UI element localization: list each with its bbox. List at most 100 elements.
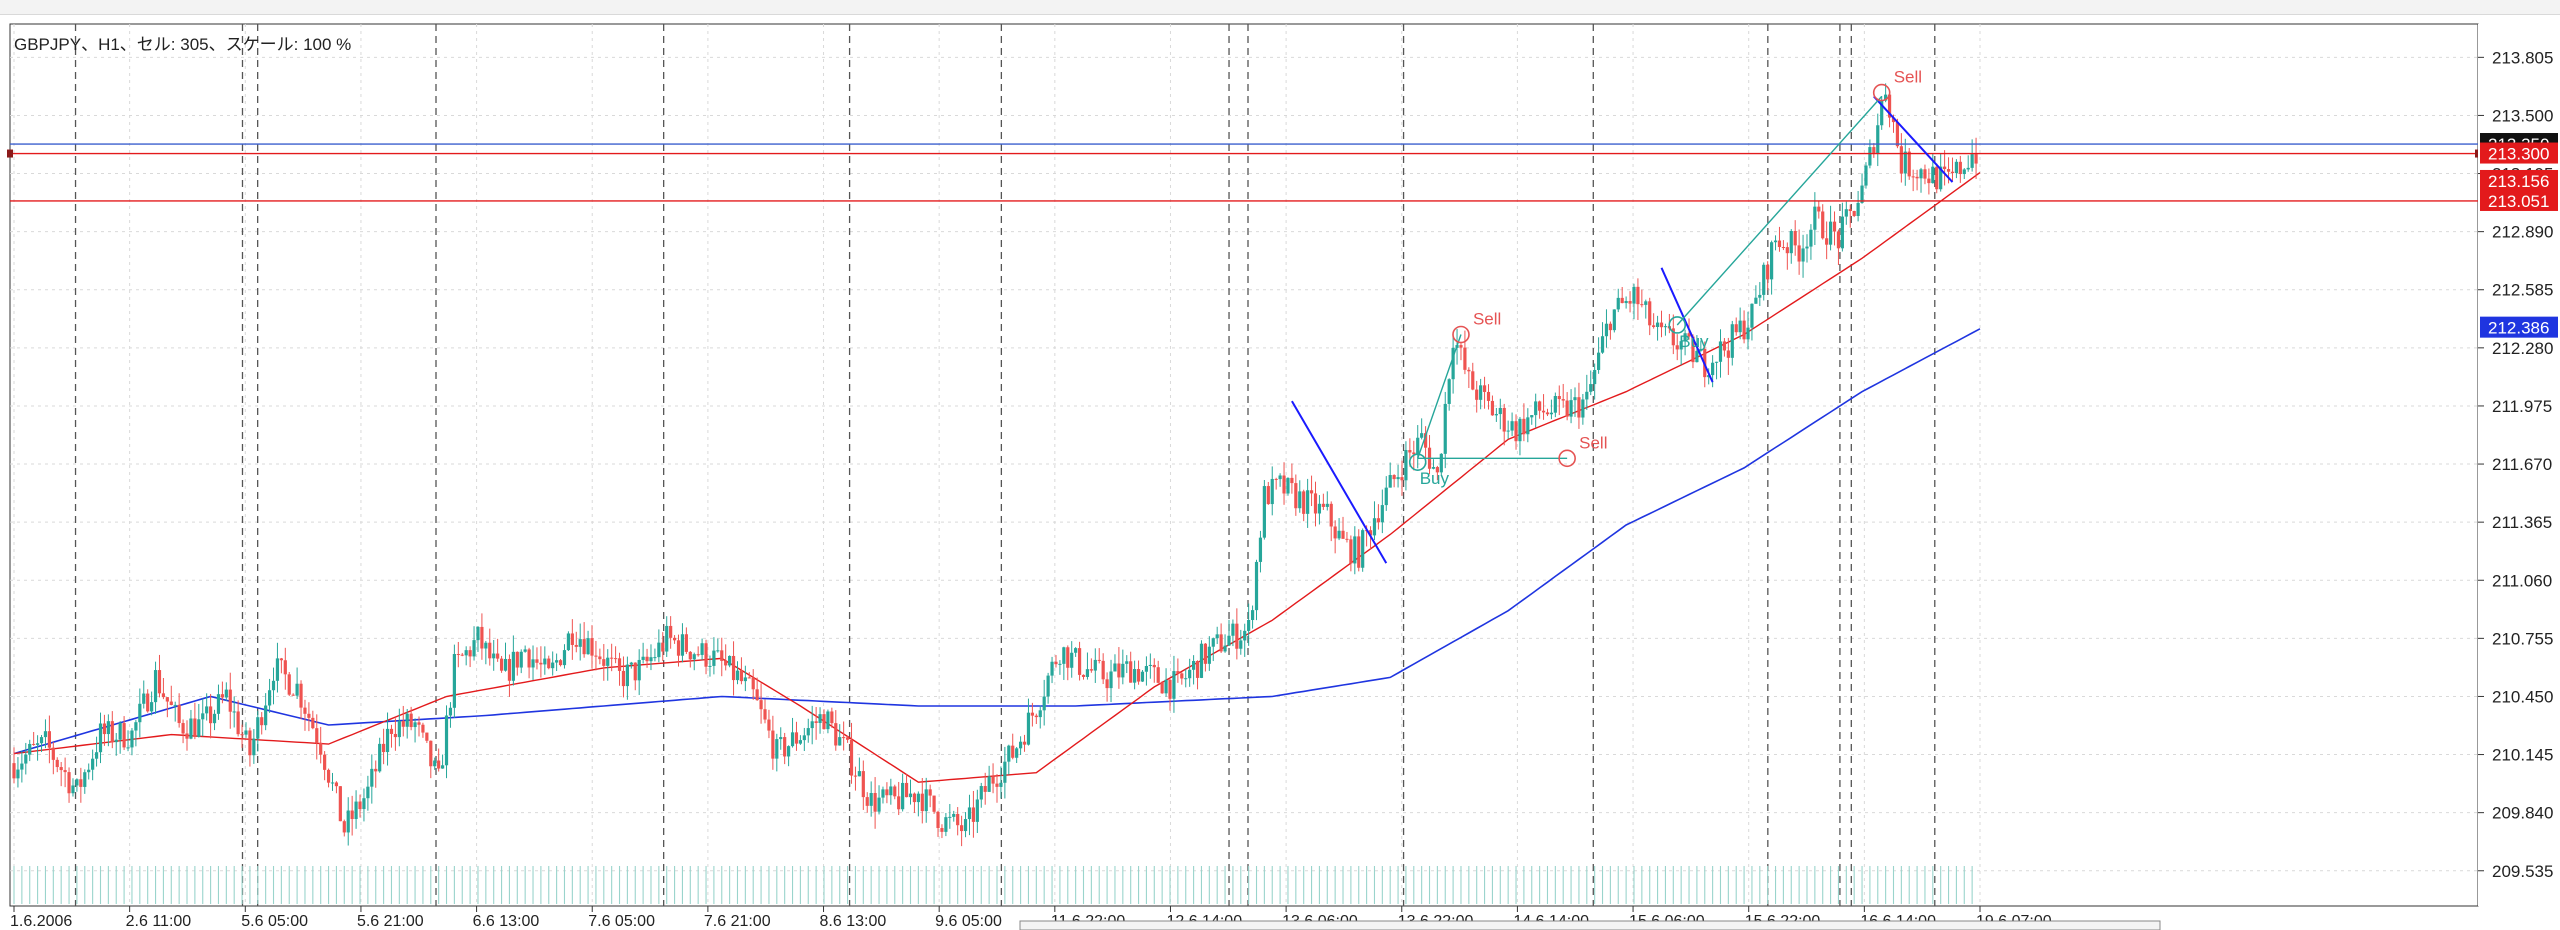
candle-body xyxy=(385,728,390,753)
candle-body xyxy=(1832,221,1837,232)
candle-body xyxy=(787,746,791,757)
candle-body xyxy=(794,732,799,744)
candle xyxy=(1066,645,1070,681)
candle xyxy=(1730,320,1734,366)
candle-body xyxy=(798,740,802,744)
candle xyxy=(240,724,244,748)
candle xyxy=(1864,162,1868,189)
candle xyxy=(209,693,213,739)
candle xyxy=(244,722,248,738)
candle xyxy=(853,766,858,791)
horizontal-lines xyxy=(7,143,2481,202)
candle xyxy=(1463,330,1467,375)
candle xyxy=(1089,658,1093,673)
candle xyxy=(1770,240,1774,295)
time-tick-label: 7.6 05:00 xyxy=(588,913,655,930)
candle-body xyxy=(1396,477,1400,480)
candle xyxy=(641,642,645,664)
candle xyxy=(295,667,299,699)
time-axis: 1.6.2006 2.6 11:00 5.6 05:00 5.6 21:00 6.6 1… xyxy=(10,906,2161,930)
candle xyxy=(590,625,594,669)
candle xyxy=(12,747,16,784)
candle-body xyxy=(1640,304,1644,306)
candle-body xyxy=(1042,696,1046,711)
candle xyxy=(291,693,295,696)
candle-body xyxy=(1129,661,1133,683)
candle xyxy=(665,616,669,657)
candle-body xyxy=(771,730,775,759)
candle-body xyxy=(1317,503,1322,514)
candle xyxy=(153,661,158,714)
candle-body xyxy=(515,651,519,668)
candle xyxy=(1046,672,1050,704)
candle xyxy=(1156,660,1160,684)
candle-body xyxy=(1828,221,1833,245)
candle xyxy=(437,748,441,772)
price-tick-label: 213.805 xyxy=(2492,48,2553,67)
candle-body xyxy=(71,785,75,794)
candle xyxy=(606,649,610,681)
candle-body xyxy=(1298,491,1302,509)
candle-body xyxy=(1612,309,1616,331)
candle xyxy=(810,705,814,745)
candle-body xyxy=(468,650,472,657)
candle-body xyxy=(936,811,940,829)
candle xyxy=(1168,679,1172,711)
candle xyxy=(20,750,24,783)
candle xyxy=(724,644,728,671)
candle xyxy=(924,777,928,823)
candle xyxy=(570,619,574,660)
candle xyxy=(1093,648,1097,683)
candle xyxy=(582,622,586,658)
candle xyxy=(1262,479,1266,540)
candle xyxy=(1081,674,1086,680)
candle-body xyxy=(315,728,319,743)
candle xyxy=(1636,278,1640,320)
candle xyxy=(63,757,67,788)
candle xyxy=(873,777,877,829)
candle xyxy=(1152,658,1156,683)
candle-body xyxy=(1738,320,1742,333)
candle xyxy=(1840,202,1844,252)
candle-body xyxy=(956,813,960,826)
candle xyxy=(205,693,209,721)
signal-label: Buy xyxy=(1420,469,1450,488)
candle-body xyxy=(460,654,464,656)
candle-body xyxy=(350,810,354,820)
candle-body xyxy=(1608,323,1612,331)
candle xyxy=(625,656,629,700)
candle xyxy=(1490,395,1495,416)
candle-body xyxy=(1148,664,1152,666)
candle xyxy=(1357,529,1361,572)
candle-body xyxy=(303,707,307,714)
candle-body xyxy=(126,747,130,749)
candle-body xyxy=(637,659,641,681)
candle xyxy=(1467,367,1471,389)
candle xyxy=(1388,462,1392,488)
candle-body xyxy=(806,728,810,736)
chart-scrollbar xyxy=(1019,920,2161,930)
candle xyxy=(728,655,732,668)
candle xyxy=(676,634,681,667)
candle-body xyxy=(1341,530,1345,539)
candle xyxy=(1663,323,1668,336)
line-anchor-left xyxy=(7,149,13,158)
candle xyxy=(1828,205,1833,251)
candle xyxy=(1140,670,1145,682)
candle xyxy=(901,773,905,812)
signal-label: Sell xyxy=(1473,310,1501,329)
candle xyxy=(1954,159,1959,179)
candle-body xyxy=(1423,433,1428,448)
candle-body xyxy=(901,782,905,810)
candle-body xyxy=(448,707,453,716)
candle-body xyxy=(1561,399,1565,401)
signal-marker xyxy=(1558,449,1576,468)
candle-body xyxy=(1203,643,1207,664)
candle xyxy=(366,775,370,811)
candle-body xyxy=(12,763,16,779)
candle xyxy=(1341,516,1345,539)
candle-body xyxy=(735,670,740,681)
candle-body xyxy=(1235,623,1239,649)
candle-body xyxy=(1018,741,1023,749)
